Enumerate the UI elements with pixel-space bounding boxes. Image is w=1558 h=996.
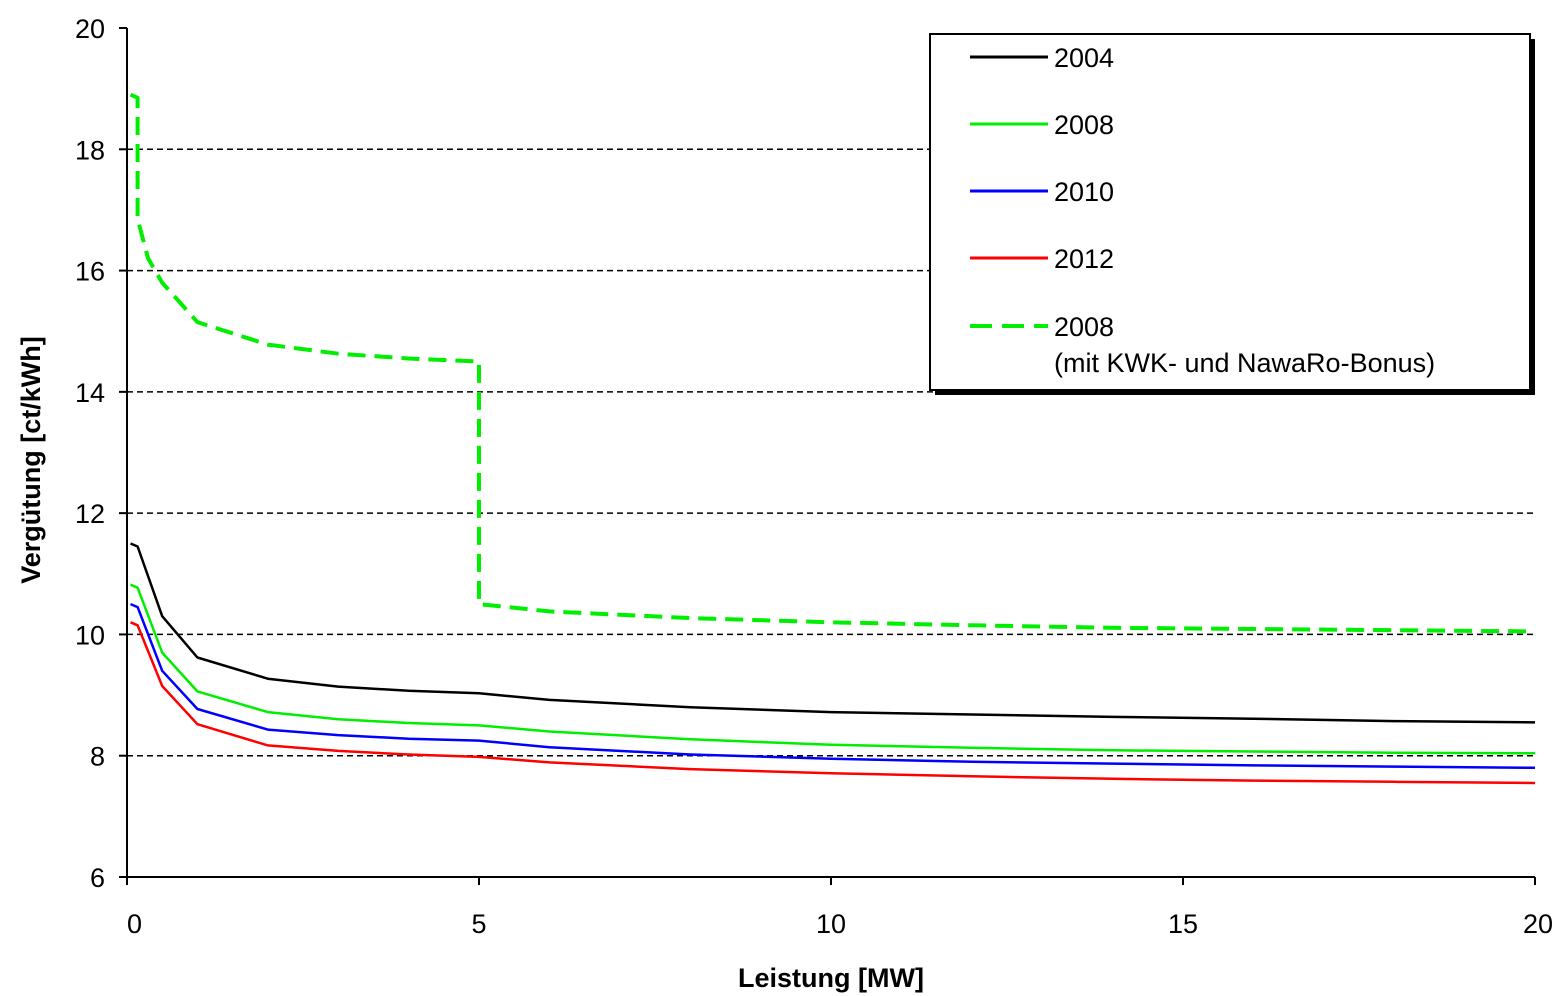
x-axis-title: Leistung [MW] [738, 963, 924, 993]
series-line-4 [129, 92, 1536, 634]
y-tick-label-14: 14 [75, 378, 105, 408]
series-line-2 [130, 602, 1536, 770]
series-lines [129, 92, 1536, 785]
x-tick-label-0: 0 [127, 909, 142, 939]
y-tick-label-10: 10 [75, 620, 105, 650]
y-tick-label-12: 12 [75, 499, 105, 529]
y-tick-label-18: 18 [75, 135, 105, 165]
y-tick-label-20: 20 [75, 14, 105, 44]
series-line-0 [130, 542, 1536, 724]
ticks [119, 27, 1536, 885]
legend-label-4: 2008 (mit KWK- und NawaRo-Bonus) [1054, 312, 1435, 378]
legend-label-1: 2008 [1054, 110, 1114, 140]
x-tick-label-20: 20 [1523, 909, 1553, 939]
tick-labels: 6 8 10 12 14 16 18 20 0 5 10 15 20 [75, 14, 1553, 939]
legend: 2004 2008 2010 2012 2008 (mit KWK- und NawaRo… [929, 33, 1535, 395]
y-axis-title: Vergütung [ct/kWh] [16, 336, 46, 583]
x-tick-label-15: 15 [1168, 909, 1198, 939]
x-tick-label-5: 5 [471, 909, 486, 939]
gridlines [127, 148, 1535, 757]
y-tick-label-8: 8 [90, 742, 105, 772]
legend-box [929, 33, 1531, 391]
legend-label-2: 2010 [1054, 177, 1114, 207]
legend-label-0: 2004 [1054, 43, 1114, 73]
y-tick-label-16: 16 [75, 257, 105, 287]
series-line-3 [130, 621, 1536, 785]
y-tick-label-6: 6 [90, 863, 105, 893]
series-line-1 [130, 583, 1536, 755]
legend-label-3: 2012 [1054, 244, 1114, 274]
x-tick-label-10: 10 [816, 909, 846, 939]
